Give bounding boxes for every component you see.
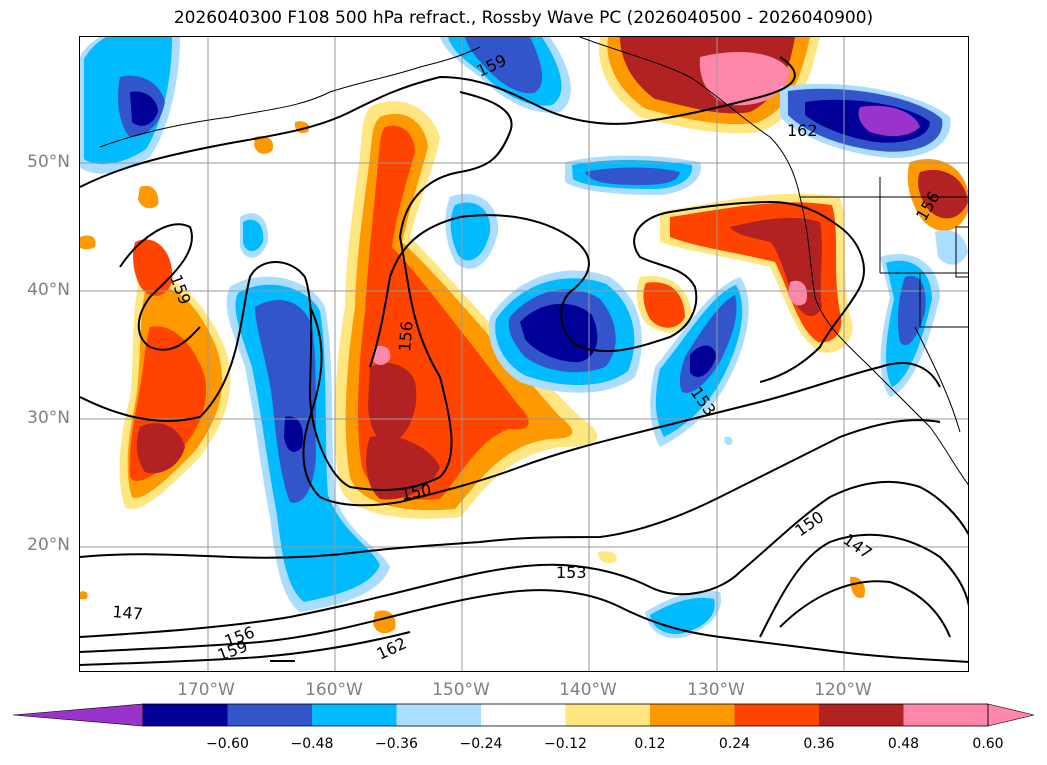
positive-anomaly-west-coast bbox=[636, 159, 968, 353]
lon-label: 150°W bbox=[432, 680, 490, 700]
map-title: 2026040300 F108 500 hPa refract., Rossby… bbox=[173, 8, 874, 28]
colorbar-tick-label: −0.36 bbox=[375, 736, 418, 752]
lon-label: 160°W bbox=[305, 680, 363, 700]
contour-label: 150 bbox=[791, 507, 827, 540]
map-plot-area: 159 162 159 156 156 153 150 150 147 153 … bbox=[79, 36, 969, 672]
colorbar-extend-min bbox=[12, 703, 144, 727]
colorbar bbox=[12, 703, 1035, 727]
colorbar-cell bbox=[819, 704, 904, 726]
lon-label: 120°W bbox=[814, 680, 872, 700]
lat-label: 50°N bbox=[27, 152, 70, 172]
graticule bbox=[80, 37, 968, 671]
colorbar-cell bbox=[143, 704, 228, 726]
height-contours bbox=[80, 56, 968, 666]
lat-label: 30°N bbox=[27, 408, 70, 428]
positive-anomaly-west-lobe bbox=[80, 121, 866, 634]
contour-label: 153 bbox=[556, 563, 587, 582]
contour-label: 162 bbox=[787, 121, 818, 140]
colorbar-tick-label: −0.60 bbox=[206, 736, 249, 752]
map-canvas: 159 162 159 156 156 153 150 150 147 153 … bbox=[80, 37, 968, 671]
colorbar-border bbox=[142, 703, 989, 727]
colorbar-cell bbox=[650, 704, 735, 726]
lon-label: 140°W bbox=[559, 680, 617, 700]
colorbar-tick-label: −0.12 bbox=[544, 736, 587, 752]
lon-label: 130°W bbox=[687, 680, 745, 700]
colorbar-tick-label: 0.36 bbox=[803, 736, 835, 752]
positive-anomaly-alaska-canada bbox=[599, 37, 820, 134]
colorbar-cell bbox=[903, 704, 988, 726]
colorbar-cell bbox=[396, 704, 481, 726]
colorbar-cell bbox=[481, 704, 566, 726]
lon-label: 170°W bbox=[177, 680, 235, 700]
colorbar-tick-label: −0.24 bbox=[459, 736, 503, 752]
lat-label: 40°N bbox=[27, 280, 70, 300]
colorbar-tick-label: −0.48 bbox=[290, 736, 334, 752]
colorbar-tick-label: 0.24 bbox=[718, 736, 751, 752]
colorbar-cell bbox=[734, 704, 819, 726]
colorbar-cells bbox=[12, 703, 1035, 727]
colorbar-cell bbox=[312, 704, 397, 726]
colorbar-tick-label: 0.12 bbox=[634, 736, 666, 752]
colorbar-tick-label: 0.48 bbox=[887, 736, 920, 752]
contour-label: 147 bbox=[112, 602, 144, 624]
colorbar-extend-max bbox=[987, 703, 1035, 727]
colorbar-cell bbox=[227, 704, 312, 726]
contour-label: 159 bbox=[215, 636, 250, 664]
positive-anomaly-central-band bbox=[334, 101, 598, 519]
contour-label: 156 bbox=[395, 320, 417, 352]
lat-label: 20°N bbox=[27, 535, 70, 555]
colorbar-tick-label: 0.60 bbox=[972, 736, 1004, 752]
contour-label: 162 bbox=[374, 633, 410, 663]
coastlines bbox=[99, 37, 968, 486]
colorbar-cell bbox=[565, 704, 650, 726]
